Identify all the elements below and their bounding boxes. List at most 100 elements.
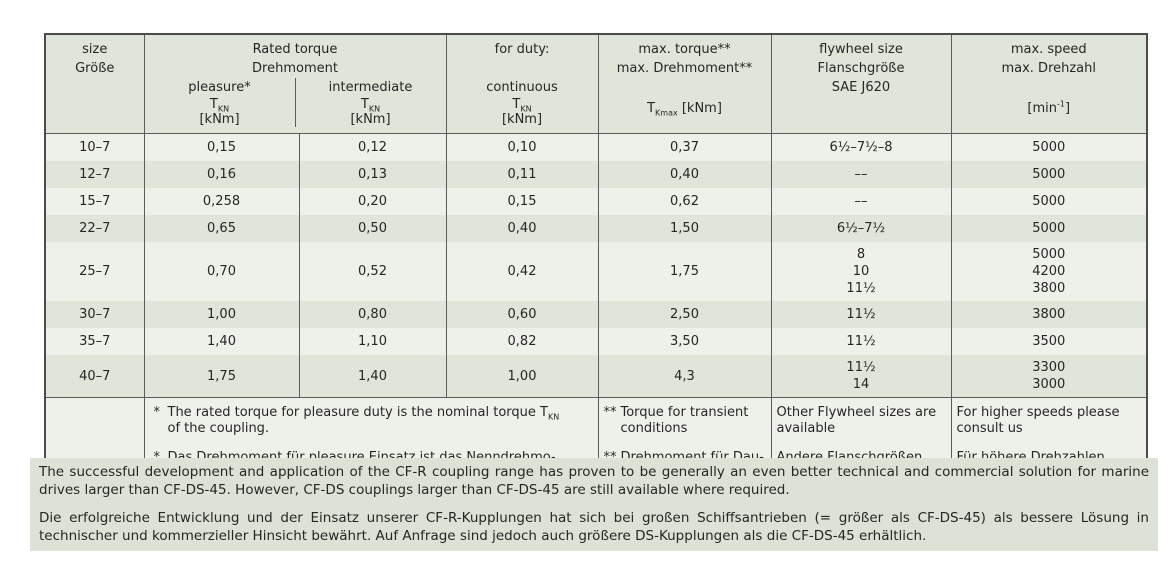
cell-intermediate: 1,40 <box>298 355 446 398</box>
header-pleasure-label: pleasure* <box>188 80 251 95</box>
tkmax-unit: [kNm] <box>677 101 722 116</box>
cell-size: 40–7 <box>45 355 144 398</box>
footnote-star: * <box>153 405 161 420</box>
header-pleasure: pleasure* TKN [kNm] <box>145 78 295 127</box>
footnote-star: * <box>154 450 168 482</box>
min-unit-pre: [min <box>1027 101 1058 116</box>
cell-speed: 3300 3000 <box>950 355 1147 398</box>
cell-flywheel: 11½ 14 <box>770 355 951 398</box>
cell-max-torque: 0,40 <box>597 161 771 188</box>
tkn-subscript: KN <box>217 104 230 114</box>
cell-speed: 5000 <box>950 188 1147 215</box>
tkmax-subscript: Kmax <box>655 108 678 118</box>
table-row: 10–7 0,15 0,12 0,10 0,37 6½–7½–8 5000 <box>45 133 1147 161</box>
table-row: 15–7 0,258 0,20 0,15 0,62 –– 5000 <box>45 188 1147 215</box>
cell-speed: 3500 <box>950 328 1147 355</box>
cell-intermediate: 0,12 <box>298 133 446 161</box>
footnote-transient-en: Torque for transient conditions <box>620 405 749 436</box>
header-max-torque-en: max. torque** <box>638 42 731 57</box>
table-row: 40–7 1,75 1,40 1,00 4,3 11½ 14 3300 3000 <box>45 355 1147 398</box>
table-row: 25–7 0,70 0,52 0,42 1,75 8 10 11½ 5000 4… <box>45 242 1147 301</box>
header-max-torque: max. torque** max. Drehmoment** TKmax [k… <box>597 34 771 134</box>
tkmax-symbol: T <box>647 101 656 116</box>
cell-size: 15–7 <box>45 188 144 215</box>
cell-speed: 5000 4200 3800 <box>950 242 1147 301</box>
cell-speed: 5000 <box>950 133 1147 161</box>
cell-flywheel: 6½–7½ <box>770 215 951 242</box>
description-block: The successful development and applicati… <box>30 458 1158 551</box>
header-flywheel-standard: SAE J620 <box>831 80 891 95</box>
header-max-torque-de: max. Drehmoment** <box>616 61 753 76</box>
cell-flywheel: –– <box>770 161 951 188</box>
header-rated-de: Drehmoment <box>252 61 338 76</box>
cell-continuous: 0,40 <box>445 215 598 242</box>
header-flywheel-en: flywheel size <box>819 42 903 57</box>
table-row: 22–7 0,65 0,50 0,40 1,50 6½–7½ 5000 <box>45 215 1147 242</box>
cell-intermediate: 0,50 <box>298 215 446 242</box>
header-for-duty: for duty: continuous TKN [kNm] <box>445 34 598 134</box>
cell-pleasure: 0,258 <box>143 188 299 215</box>
header-max-speed-de: max. Drehzahl <box>1001 61 1097 76</box>
footnote-rated-en: The rated torque for pleasure duty is th… <box>167 405 548 420</box>
table-row: 30–7 1,00 0,80 0,60 2,50 11½ 3800 <box>45 301 1147 328</box>
table-row: 35–7 1,40 1,10 0,82 3,50 11½ 3500 <box>45 328 1147 355</box>
cell-max-torque: 2,50 <box>597 301 771 328</box>
body-paragraph-en: The successful development and applicati… <box>39 464 1149 498</box>
header-continuous-label: continuous <box>486 80 558 95</box>
cell-max-torque: 1,75 <box>597 242 771 301</box>
cell-size: 10–7 <box>45 133 144 161</box>
header-max-speed-en: max. speed <box>1010 42 1087 57</box>
cell-continuous: 0,10 <box>445 133 598 161</box>
min-unit-post: ] <box>1065 101 1071 116</box>
cell-max-torque: 0,62 <box>597 188 771 215</box>
cell-speed: 5000 <box>950 215 1147 242</box>
header-flywheel-de: Flanschgröße <box>817 61 905 76</box>
unit-knm: [kNm] <box>199 112 240 127</box>
spec-table: size Größe Rated torque Drehmoment pleas… <box>44 33 1148 490</box>
footnote-speed-en: For higher speeds please consult us <box>956 405 1120 436</box>
cell-pleasure: 0,15 <box>143 133 299 161</box>
header-for-duty-label: for duty: <box>494 42 550 57</box>
header-intermediate: intermediate TKN [kNm] <box>294 78 446 127</box>
body-paragraph-de: Die erfolgreiche Entwicklung und der Ein… <box>39 510 1149 544</box>
cell-flywheel: 6½–7½–8 <box>770 133 951 161</box>
cell-max-torque: 0,37 <box>597 133 771 161</box>
cell-pleasure: 0,16 <box>143 161 299 188</box>
header-size-en: size <box>82 42 108 57</box>
header-size: size Größe <box>45 34 144 134</box>
cell-pleasure: 1,40 <box>143 328 299 355</box>
table-header: size Größe Rated torque Drehmoment pleas… <box>45 34 1147 134</box>
tkn-subscript: KN <box>520 104 532 114</box>
cell-intermediate: 0,80 <box>298 301 446 328</box>
cell-flywheel: 11½ <box>770 301 951 328</box>
cell-continuous: 0,42 <box>445 242 598 301</box>
cell-intermediate: 1,10 <box>298 328 446 355</box>
cell-max-torque: 1,50 <box>597 215 771 242</box>
cell-continuous: 0,11 <box>445 161 598 188</box>
tkn-symbol: T <box>512 97 521 112</box>
cell-speed: 5000 <box>950 161 1147 188</box>
cell-pleasure: 0,65 <box>143 215 299 242</box>
cell-continuous: 0,82 <box>445 328 598 355</box>
cell-pleasure: 0,70 <box>143 242 299 301</box>
cell-intermediate: 0,52 <box>298 242 446 301</box>
tkn-subscript: KN <box>547 412 560 422</box>
header-rated-en: Rated torque <box>252 42 338 57</box>
footnote-double-star: ** <box>603 405 617 420</box>
cell-size: 12–7 <box>45 161 144 188</box>
cell-intermediate: 0,20 <box>298 188 446 215</box>
cell-intermediate: 0,13 <box>298 161 446 188</box>
cell-flywheel: –– <box>770 188 951 215</box>
cell-continuous: 0,15 <box>445 188 598 215</box>
header-flywheel-size: flywheel size Flanschgröße SAE J620 <box>770 34 951 134</box>
unit-knm: [kNm] <box>350 112 391 127</box>
cell-size: 25–7 <box>45 242 144 301</box>
header-max-speed: max. speed max. Drehzahl [min-1] <box>950 34 1147 134</box>
cell-flywheel: 11½ <box>770 328 951 355</box>
cell-continuous: 0,60 <box>445 301 598 328</box>
min-unit-exponent: -1 <box>1057 99 1065 109</box>
table-row: 12–7 0,16 0,13 0,11 0,40 –– 5000 <box>45 161 1147 188</box>
cell-pleasure: 1,75 <box>143 355 299 398</box>
header-intermediate-label: intermediate <box>328 80 413 95</box>
cell-flywheel: 8 10 11½ <box>770 242 951 301</box>
